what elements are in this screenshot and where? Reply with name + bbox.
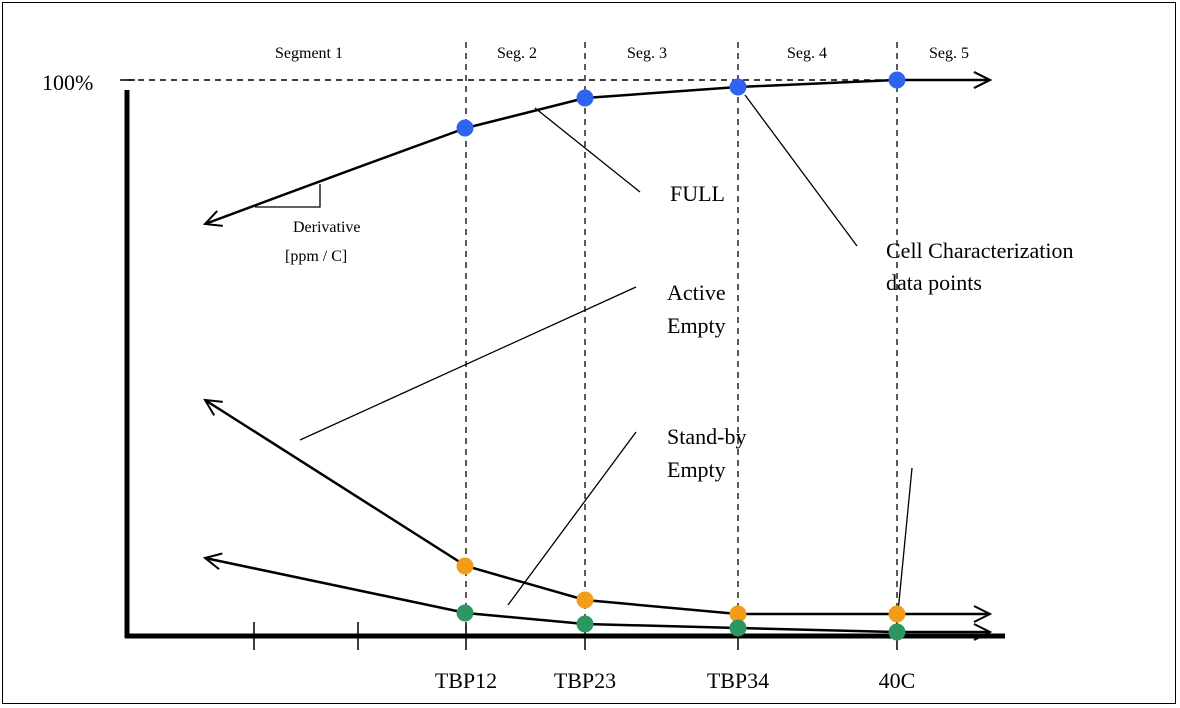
segment-label-5: Seg. 5 bbox=[929, 45, 969, 62]
standby-point-tbp12 bbox=[456, 604, 474, 622]
standby-point-tbp23 bbox=[576, 615, 594, 633]
active-point-40c bbox=[888, 605, 906, 623]
full-label: FULL bbox=[670, 181, 725, 206]
active-point-tbp34 bbox=[729, 605, 747, 623]
full-leader-line bbox=[534, 107, 641, 193]
active-leader-line bbox=[299, 286, 637, 441]
cell-leader-line-top bbox=[744, 94, 858, 247]
segment-label-4: Seg. 4 bbox=[787, 45, 827, 62]
full-point-tbp12 bbox=[456, 119, 474, 137]
segment-label-3: Seg. 3 bbox=[627, 45, 667, 62]
standby-point-40c bbox=[888, 623, 906, 641]
active-empty-curve bbox=[205, 400, 897, 616]
x-tick-label-tbp34: TBP34 bbox=[707, 668, 769, 693]
x-tick-label-tbp12: TBP12 bbox=[435, 668, 497, 693]
active-label-line2: Empty bbox=[667, 313, 726, 338]
cell-characterization-label-line2: data points bbox=[886, 270, 982, 295]
full-point-40c bbox=[888, 71, 906, 89]
standby-label-line1: Stand-by bbox=[667, 424, 746, 449]
derivative-label: Derivative bbox=[293, 219, 361, 236]
segment-label-2: Seg. 2 bbox=[497, 45, 537, 62]
full-point-tbp23 bbox=[576, 89, 594, 107]
segment-label-1: Segment 1 bbox=[275, 45, 343, 62]
cell-characterization-label-line1: Cell Characterization bbox=[886, 238, 1074, 263]
x-tick-label-tbp23: TBP23 bbox=[554, 668, 616, 693]
cell-leader-line-bottom bbox=[897, 467, 913, 613]
active-label-line1: Active bbox=[667, 280, 726, 305]
x-tick-label-40c: 40C bbox=[879, 668, 916, 693]
y-axis-100-label: 100% bbox=[42, 70, 93, 95]
active-point-tbp23 bbox=[576, 591, 594, 609]
standby-point-tbp34 bbox=[729, 619, 747, 637]
standby-empty-curve bbox=[205, 558, 898, 634]
standby-leader-line bbox=[507, 431, 637, 606]
active-point-tbp12 bbox=[456, 557, 474, 575]
derivative-units-label: [ppm / C] bbox=[285, 248, 347, 265]
full-point-tbp34 bbox=[729, 78, 747, 96]
standby-label-line2: Empty bbox=[667, 457, 726, 482]
derivative-triangle bbox=[255, 184, 321, 208]
full-curve bbox=[205, 78, 898, 224]
